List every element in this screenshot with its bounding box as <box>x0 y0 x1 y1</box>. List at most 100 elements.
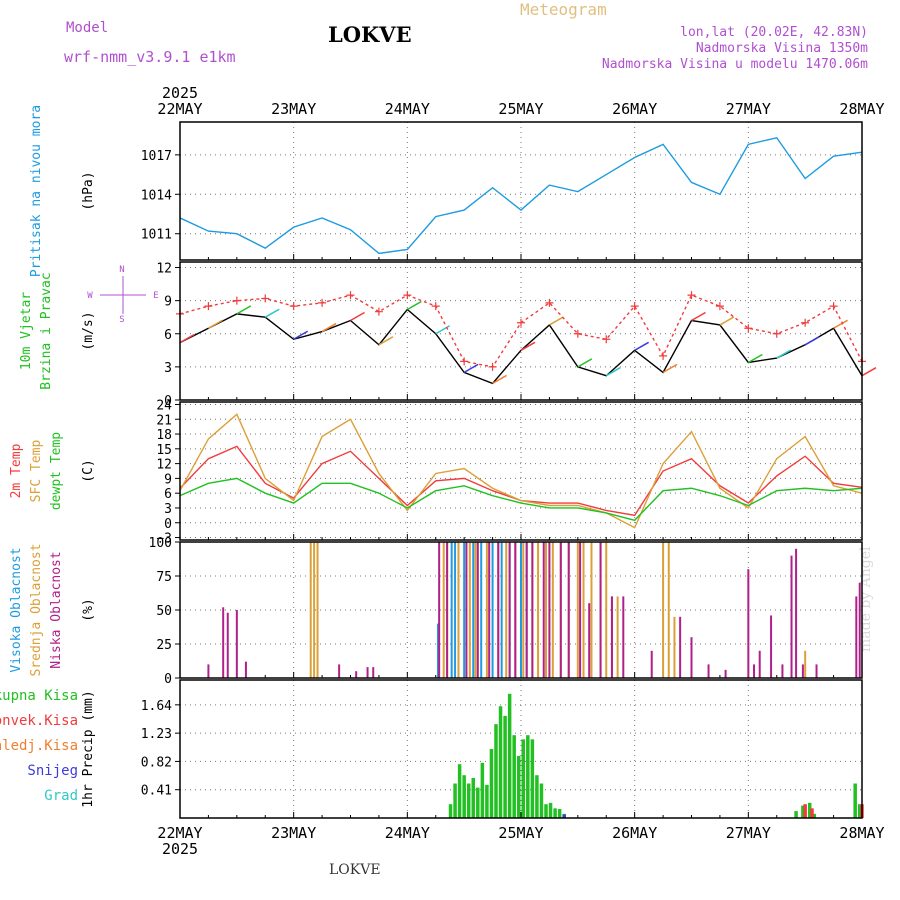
bar-clouds <box>576 542 579 678</box>
y-tick-label: 25 <box>156 638 172 653</box>
gust-marker <box>744 324 753 333</box>
bottom-day-label: 28MAY <box>839 824 884 842</box>
bar-clouds <box>488 542 491 678</box>
bar-precip <box>489 749 494 818</box>
station-title: LOKVE <box>328 22 412 47</box>
bar-clouds <box>724 669 727 678</box>
precip-legend-label: Ukupna Kisa <box>0 688 78 704</box>
product-title: Meteogram <box>520 0 607 19</box>
side-legend-label: 2m Temp <box>9 443 24 498</box>
y-axis-label: (hPa) <box>81 171 96 210</box>
gust-marker <box>659 351 668 360</box>
precip-legend-label: Zaledj.Kisa <box>0 738 78 754</box>
bar-clouds <box>551 542 554 678</box>
wind-arrow <box>691 311 706 322</box>
bar-precip <box>494 724 498 818</box>
elevation-label: Nadmorska Visina 1350m <box>695 41 868 56</box>
bottom-day-label: 23MAY <box>271 824 316 842</box>
compass-e: E <box>153 291 158 301</box>
bar-clouds <box>622 596 625 678</box>
bar-clouds <box>520 542 522 678</box>
gust-marker <box>289 302 298 311</box>
bar-clouds <box>514 542 517 678</box>
bar-precip <box>476 787 480 818</box>
gust-marker <box>715 302 724 311</box>
y-tick-label: 0.41 <box>141 784 172 799</box>
side-legend-label: Pritisak na nivou mora <box>29 105 44 277</box>
bar-clouds <box>542 542 545 678</box>
bar-clouds <box>522 542 525 678</box>
y-tick-label: 3 <box>164 361 172 376</box>
bottom-day-label: 22MAY <box>157 824 202 842</box>
y-tick-label: 21 <box>156 413 172 428</box>
bar-clouds <box>582 542 585 678</box>
wind-arrow <box>406 300 422 311</box>
bar-clouds <box>770 615 773 678</box>
y-tick-label: 75 <box>156 570 172 585</box>
bar-precip <box>471 777 476 818</box>
y-tick-label: 9 <box>164 472 172 487</box>
bar-clouds <box>244 661 247 678</box>
bar-clouds <box>747 569 750 678</box>
bar-clouds <box>457 542 460 678</box>
gust-marker <box>431 302 440 311</box>
y-tick-label: 6 <box>164 487 172 502</box>
bar-clouds <box>559 542 562 678</box>
bar-clouds <box>599 542 602 678</box>
gust-marker <box>801 318 810 327</box>
side-legend-label: Niska Oblacnost <box>49 551 64 668</box>
bar-clouds <box>610 596 613 678</box>
bar-clouds <box>579 542 582 678</box>
gust-marker <box>573 329 582 338</box>
bar-precip <box>480 762 485 818</box>
bar-precip <box>521 739 526 818</box>
panel-frame-temperature <box>179 401 863 541</box>
precip-legend-label: Konvek.Kisa <box>0 713 78 729</box>
gust-marker <box>772 329 781 338</box>
wind-arrow <box>293 330 309 340</box>
bar-clouds <box>858 582 861 678</box>
bar-precip <box>530 739 535 818</box>
bar-clouds <box>707 664 710 678</box>
y-tick-label: 0.82 <box>141 755 172 770</box>
gust-marker <box>829 302 838 311</box>
bar-clouds <box>616 596 619 678</box>
wind-arrow <box>321 322 337 333</box>
bar-clouds <box>531 542 534 678</box>
bar-precip <box>548 802 553 818</box>
bar-clouds <box>437 623 440 678</box>
bar-clouds <box>485 542 488 678</box>
bar-clouds <box>690 637 693 678</box>
bar-clouds <box>463 542 466 678</box>
bar-precip <box>803 804 807 818</box>
bar-precip <box>539 783 544 818</box>
bar-precip <box>453 783 457 818</box>
wind-arrow <box>719 316 735 326</box>
gust-marker <box>460 357 469 366</box>
gust-marker <box>374 307 383 316</box>
bar-clouds <box>605 542 608 678</box>
top-day-label: 24MAY <box>385 100 430 118</box>
top-day-label: 25MAY <box>498 100 543 118</box>
wind-arrow <box>208 319 223 329</box>
gust-marker <box>261 294 270 303</box>
y-axis-label: (%) <box>81 598 96 621</box>
y-tick-label: 1017 <box>141 149 172 164</box>
bar-clouds <box>525 542 528 678</box>
bar-clouds <box>781 664 784 678</box>
side-legend-label: Brzina i Pravac <box>39 272 54 389</box>
bar-clouds <box>468 542 471 678</box>
top-day-label: 26MAY <box>612 100 657 118</box>
y-tick-label: 3 <box>164 502 172 517</box>
bar-clouds <box>450 542 453 678</box>
bar-precip <box>857 804 862 818</box>
bar-clouds <box>508 542 511 678</box>
side-legend-label: 10m Vjetar <box>19 292 34 370</box>
bar-precip <box>448 804 453 818</box>
panel-frame-pressure <box>179 121 863 261</box>
bar-precip <box>512 735 516 818</box>
wind-arrow <box>776 349 792 359</box>
wind-arrow <box>605 367 621 377</box>
wind-arrow <box>804 336 820 346</box>
wind-arrow <box>350 311 365 322</box>
